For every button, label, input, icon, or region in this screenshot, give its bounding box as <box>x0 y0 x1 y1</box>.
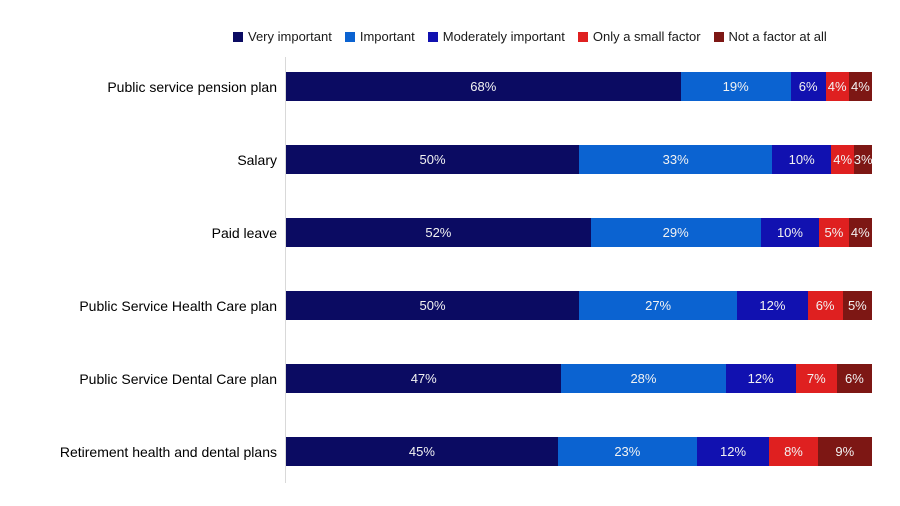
bar-segment-value: 10% <box>788 152 815 167</box>
bar-segment-value: 50% <box>419 298 446 313</box>
bar-segment: 50% <box>286 145 579 174</box>
bar-segment: 29% <box>590 218 761 247</box>
stacked-bar: 50% 27% 12% 6% 5% <box>286 291 872 320</box>
bar-segment-value: 4% <box>827 79 847 94</box>
bar-segment-value: 8% <box>784 444 803 459</box>
bar-segment: 28% <box>561 364 726 393</box>
bar-segment: 7% <box>795 364 837 393</box>
bar-segment: 10% <box>760 218 820 247</box>
bar-segment: 6% <box>807 291 843 320</box>
stacked-bar: 68% 19% 6% 4% 4% <box>286 72 872 101</box>
chart-row: Retirement health and dental plans 45% 23%… <box>0 415 900 488</box>
category-label: Paid leave <box>211 224 277 241</box>
bar-segment: 12% <box>725 364 796 393</box>
bar-segment-value: 27% <box>645 298 672 313</box>
legend-swatch-icon <box>577 31 588 42</box>
bar-segment: 4% <box>848 218 872 247</box>
legend-swatch-icon <box>427 31 438 42</box>
bar-segment-value: 45% <box>408 444 435 459</box>
bar-segment-value: 4% <box>850 79 870 94</box>
bar-segment: 19% <box>680 72 791 101</box>
legend-swatch-icon <box>344 31 355 42</box>
chart-row: Paid leave 52% 29% 10% 5% 4% <box>0 196 900 269</box>
bar-segment-value: 50% <box>419 152 446 167</box>
legend-label: Important <box>359 29 415 44</box>
legend-item: Moderately important <box>427 29 565 44</box>
bar-segment-value: 68% <box>470 79 497 94</box>
bar-segment-value: 3% <box>854 152 872 167</box>
bar-segment-value: 12% <box>747 371 774 386</box>
stacked-bar: 47% 28% 12% 7% 6% <box>286 364 872 393</box>
category-label: Public service pension plan <box>107 78 277 95</box>
bar-segment: 33% <box>579 145 773 174</box>
bar-segment-value: 52% <box>425 225 452 240</box>
chart-row: Public service pension plan 68% 19% 6% 4% 4% <box>0 50 900 123</box>
bar-segment-value: 5% <box>847 298 867 313</box>
bar-segment: 5% <box>842 291 872 320</box>
bar-segment-value: 19% <box>722 79 749 94</box>
legend-label: Very important <box>248 29 332 44</box>
category-label: Public Service Health Care plan <box>79 297 277 314</box>
bar-segment: 4% <box>830 145 855 174</box>
legend-swatch-icon <box>233 31 243 42</box>
category-label: Retirement health and dental plans <box>59 443 277 460</box>
bar-segment: 52% <box>286 218 591 247</box>
stacked-bar: 52% 29% 10% 5% 4% <box>286 218 872 247</box>
bar-segment-value: 5% <box>824 225 844 240</box>
bar-segment-value: 9% <box>835 444 855 459</box>
legend-label: Only a small factor <box>592 29 701 44</box>
legend-label: Not a factor at all <box>728 29 827 44</box>
chart-legend: Very important Important Moderately import… <box>233 29 827 44</box>
bar-segment-value: 7% <box>806 371 826 386</box>
bar-segment-value: 4% <box>833 152 853 167</box>
category-label: Salary <box>237 151 277 168</box>
bar-segment: 8% <box>769 437 818 466</box>
bar-segment-value: 6% <box>815 298 835 313</box>
bar-segment-value: 23% <box>614 444 641 459</box>
bar-segment-value: 6% <box>845 371 864 386</box>
legend-item: Very important <box>233 29 332 44</box>
bar-segment-value: 12% <box>720 444 747 459</box>
chart-row: Public Service Health Care plan 50% 27% 12%… <box>0 269 900 342</box>
legend-item: Not a factor at all <box>713 29 827 44</box>
bar-segment: 3% <box>854 145 872 174</box>
bar-segment: 27% <box>579 291 738 320</box>
bar-segment: 4% <box>825 72 849 101</box>
bar-segment: 4% <box>848 72 872 101</box>
category-label: Public Service Dental Care plan <box>79 370 277 387</box>
bar-segment: 12% <box>737 291 808 320</box>
bar-segment: 12% <box>696 437 770 466</box>
legend-swatch-icon <box>713 31 724 42</box>
bar-segment-value: 6% <box>798 79 818 94</box>
bar-segment: 6% <box>836 364 872 393</box>
bar-segment-value: 33% <box>662 152 689 167</box>
bar-segment: 9% <box>817 437 873 466</box>
bar-segment-value: 12% <box>759 298 786 313</box>
bar-segment: 6% <box>790 72 826 101</box>
bar-segment: 5% <box>819 218 849 247</box>
legend-item: Only a small factor <box>577 29 701 44</box>
chart-row: Salary 50% 33% 10% 4% 3% <box>0 123 900 196</box>
stacked-bar: 45% 23% 12% 8% 9% <box>286 437 873 466</box>
bar-segment: 68% <box>286 72 681 101</box>
bar-segment-value: 47% <box>410 371 437 386</box>
legend-item: Important <box>344 29 415 44</box>
legend-label: Moderately important <box>442 29 565 44</box>
bar-segment-value: 28% <box>630 371 657 386</box>
chart-plot-area: Public service pension plan 68% 19% 6% 4% 4% S… <box>0 50 900 488</box>
bar-segment: 10% <box>772 145 831 174</box>
chart-row: Public Service Dental Care plan 47% 28% 12%… <box>0 342 900 415</box>
bar-segment: 45% <box>286 437 558 466</box>
bar-segment: 50% <box>286 291 579 320</box>
bar-segment-value: 4% <box>850 225 870 240</box>
bar-segment-value: 29% <box>662 225 689 240</box>
y-axis-line <box>285 57 286 483</box>
bar-segment: 23% <box>557 437 697 466</box>
stacked-bar: 50% 33% 10% 4% 3% <box>286 145 872 174</box>
bar-segment: 47% <box>286 364 562 393</box>
bar-segment-value: 10% <box>776 225 803 240</box>
